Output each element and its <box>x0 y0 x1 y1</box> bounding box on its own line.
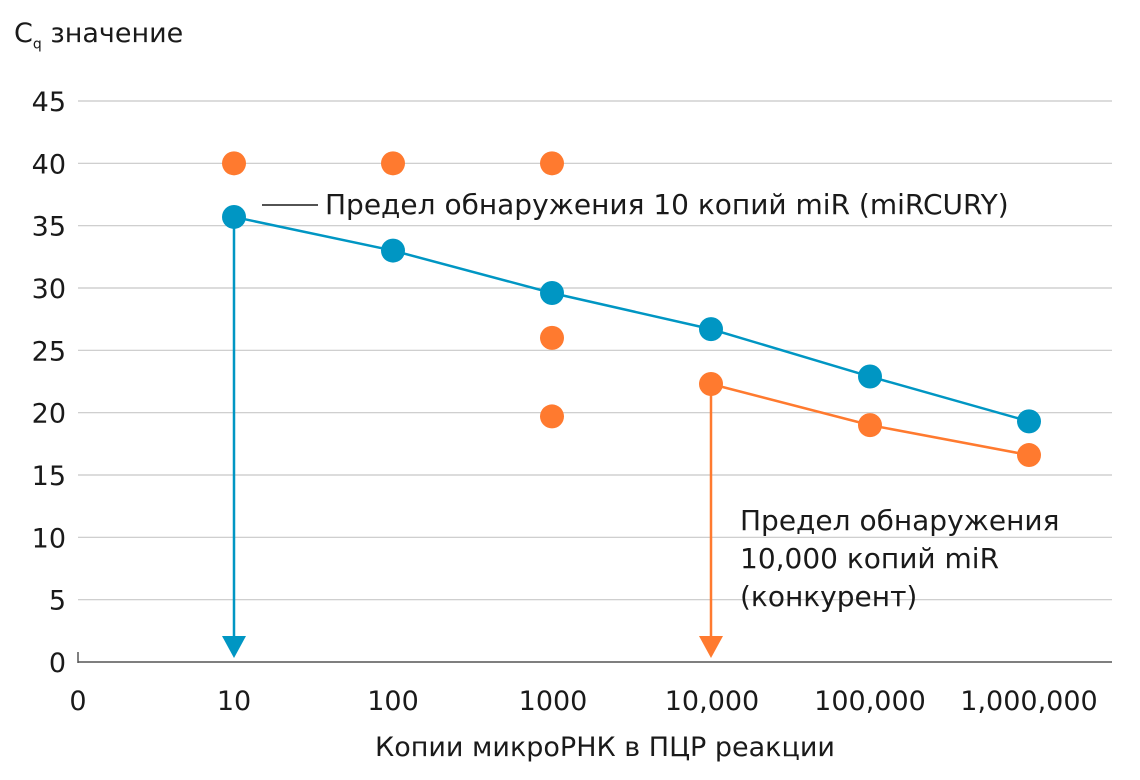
y-tick-label: 40 <box>32 149 66 180</box>
competitor-point <box>540 404 564 429</box>
competitor-annotation-label: Предел обнаружения <box>740 504 1059 537</box>
miRCURY-point <box>381 238 405 263</box>
x-tick-label: 0 <box>69 686 86 717</box>
x-axis: 0 10 100 1000 10,000 100,000 1,000,000 <box>69 652 1112 717</box>
competitor-point <box>540 151 564 176</box>
y-tick-label: 0 <box>49 648 66 679</box>
y-tick-label: 5 <box>49 586 66 617</box>
x-tick-label: 10 <box>217 686 251 717</box>
miRCURY-fit-line <box>233 215 1030 423</box>
miRCURY-point <box>222 204 246 229</box>
miRCURY-point <box>699 317 723 342</box>
competitor-annotation-label: 10,000 копий miR <box>740 542 999 575</box>
x-axis-label: Копии микроРНК в ПЦР реакции <box>375 732 835 763</box>
miRCURY-arrow-head <box>222 636 246 658</box>
y-tick-label: 20 <box>32 399 66 430</box>
x-tick-label: 1,000,000 <box>960 686 1097 717</box>
y-axis-label-rest: значение <box>41 18 184 49</box>
competitor-annotation-label: (конкурент) <box>740 580 917 613</box>
competitor-point <box>699 371 723 396</box>
x-tick-label: 1000 <box>519 686 588 717</box>
y-tick-label: 15 <box>32 461 66 492</box>
miRCURY-point <box>858 364 882 389</box>
x-tick-label: 10,000 <box>665 686 759 717</box>
competitor-point <box>381 151 405 176</box>
annotations: Предел обнаружения 10 копий miR (miRCURY… <box>262 188 1059 613</box>
fit-lines <box>233 215 1030 457</box>
y-tick-label: 35 <box>32 212 66 243</box>
detection-arrows <box>222 224 723 658</box>
competitor-point <box>540 325 564 350</box>
y-tick-label: 45 <box>32 87 66 118</box>
miRCURY-point <box>1017 409 1041 434</box>
competitor-arrow-head <box>699 636 723 658</box>
miRCURY-annotation-label: Предел обнаружения 10 копий miR (miRCURY… <box>325 188 1009 221</box>
y-tick-label: 25 <box>32 336 66 367</box>
x-tick-label: 100 <box>367 686 419 717</box>
y-axis-label: Cq значение <box>14 18 183 52</box>
y-axis-label-letter: C <box>14 18 33 49</box>
x-tick-label: 100,000 <box>814 686 926 717</box>
competitor-point <box>222 151 246 176</box>
y-tick-labels: 0 5 10 15 20 25 30 35 40 45 <box>32 87 66 679</box>
competitor-point <box>858 413 882 438</box>
y-tick-label: 10 <box>32 523 66 554</box>
grid-lines <box>78 100 1112 601</box>
y-axis-label-subscript: q <box>32 36 42 53</box>
miRCURY-point <box>540 280 564 305</box>
data-points <box>222 151 1041 468</box>
competitor-point <box>1017 443 1041 468</box>
y-tick-label: 30 <box>32 274 66 305</box>
